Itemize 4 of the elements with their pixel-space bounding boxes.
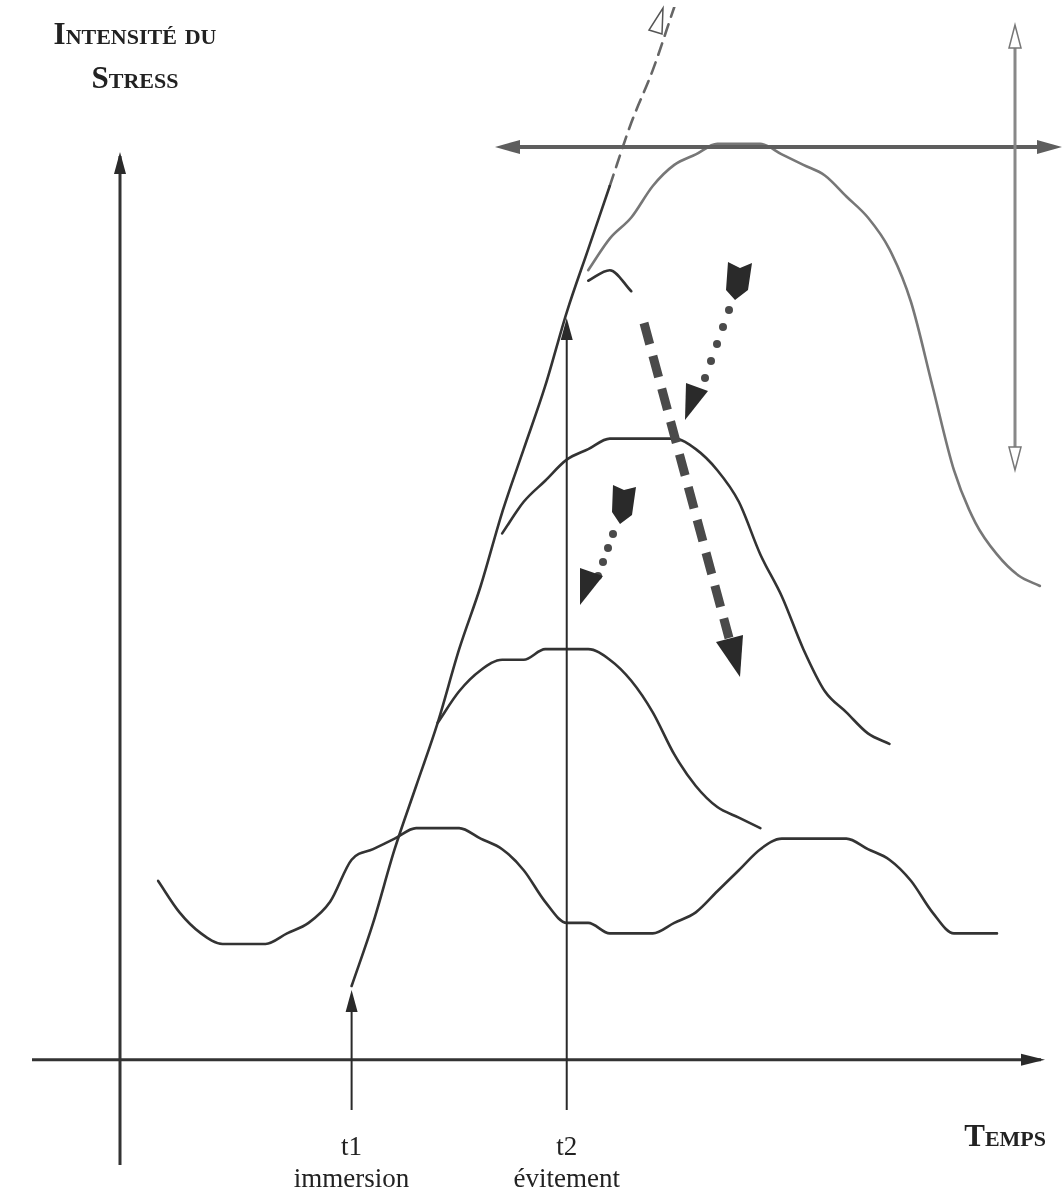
x-tick-label: t1 immersion (293, 1131, 410, 1192)
y-axis-title: Intensité du Stress (52, 15, 218, 97)
x-axis-title: Temps (964, 1118, 1046, 1154)
x-tick-label: t2 évitement (513, 1131, 621, 1192)
